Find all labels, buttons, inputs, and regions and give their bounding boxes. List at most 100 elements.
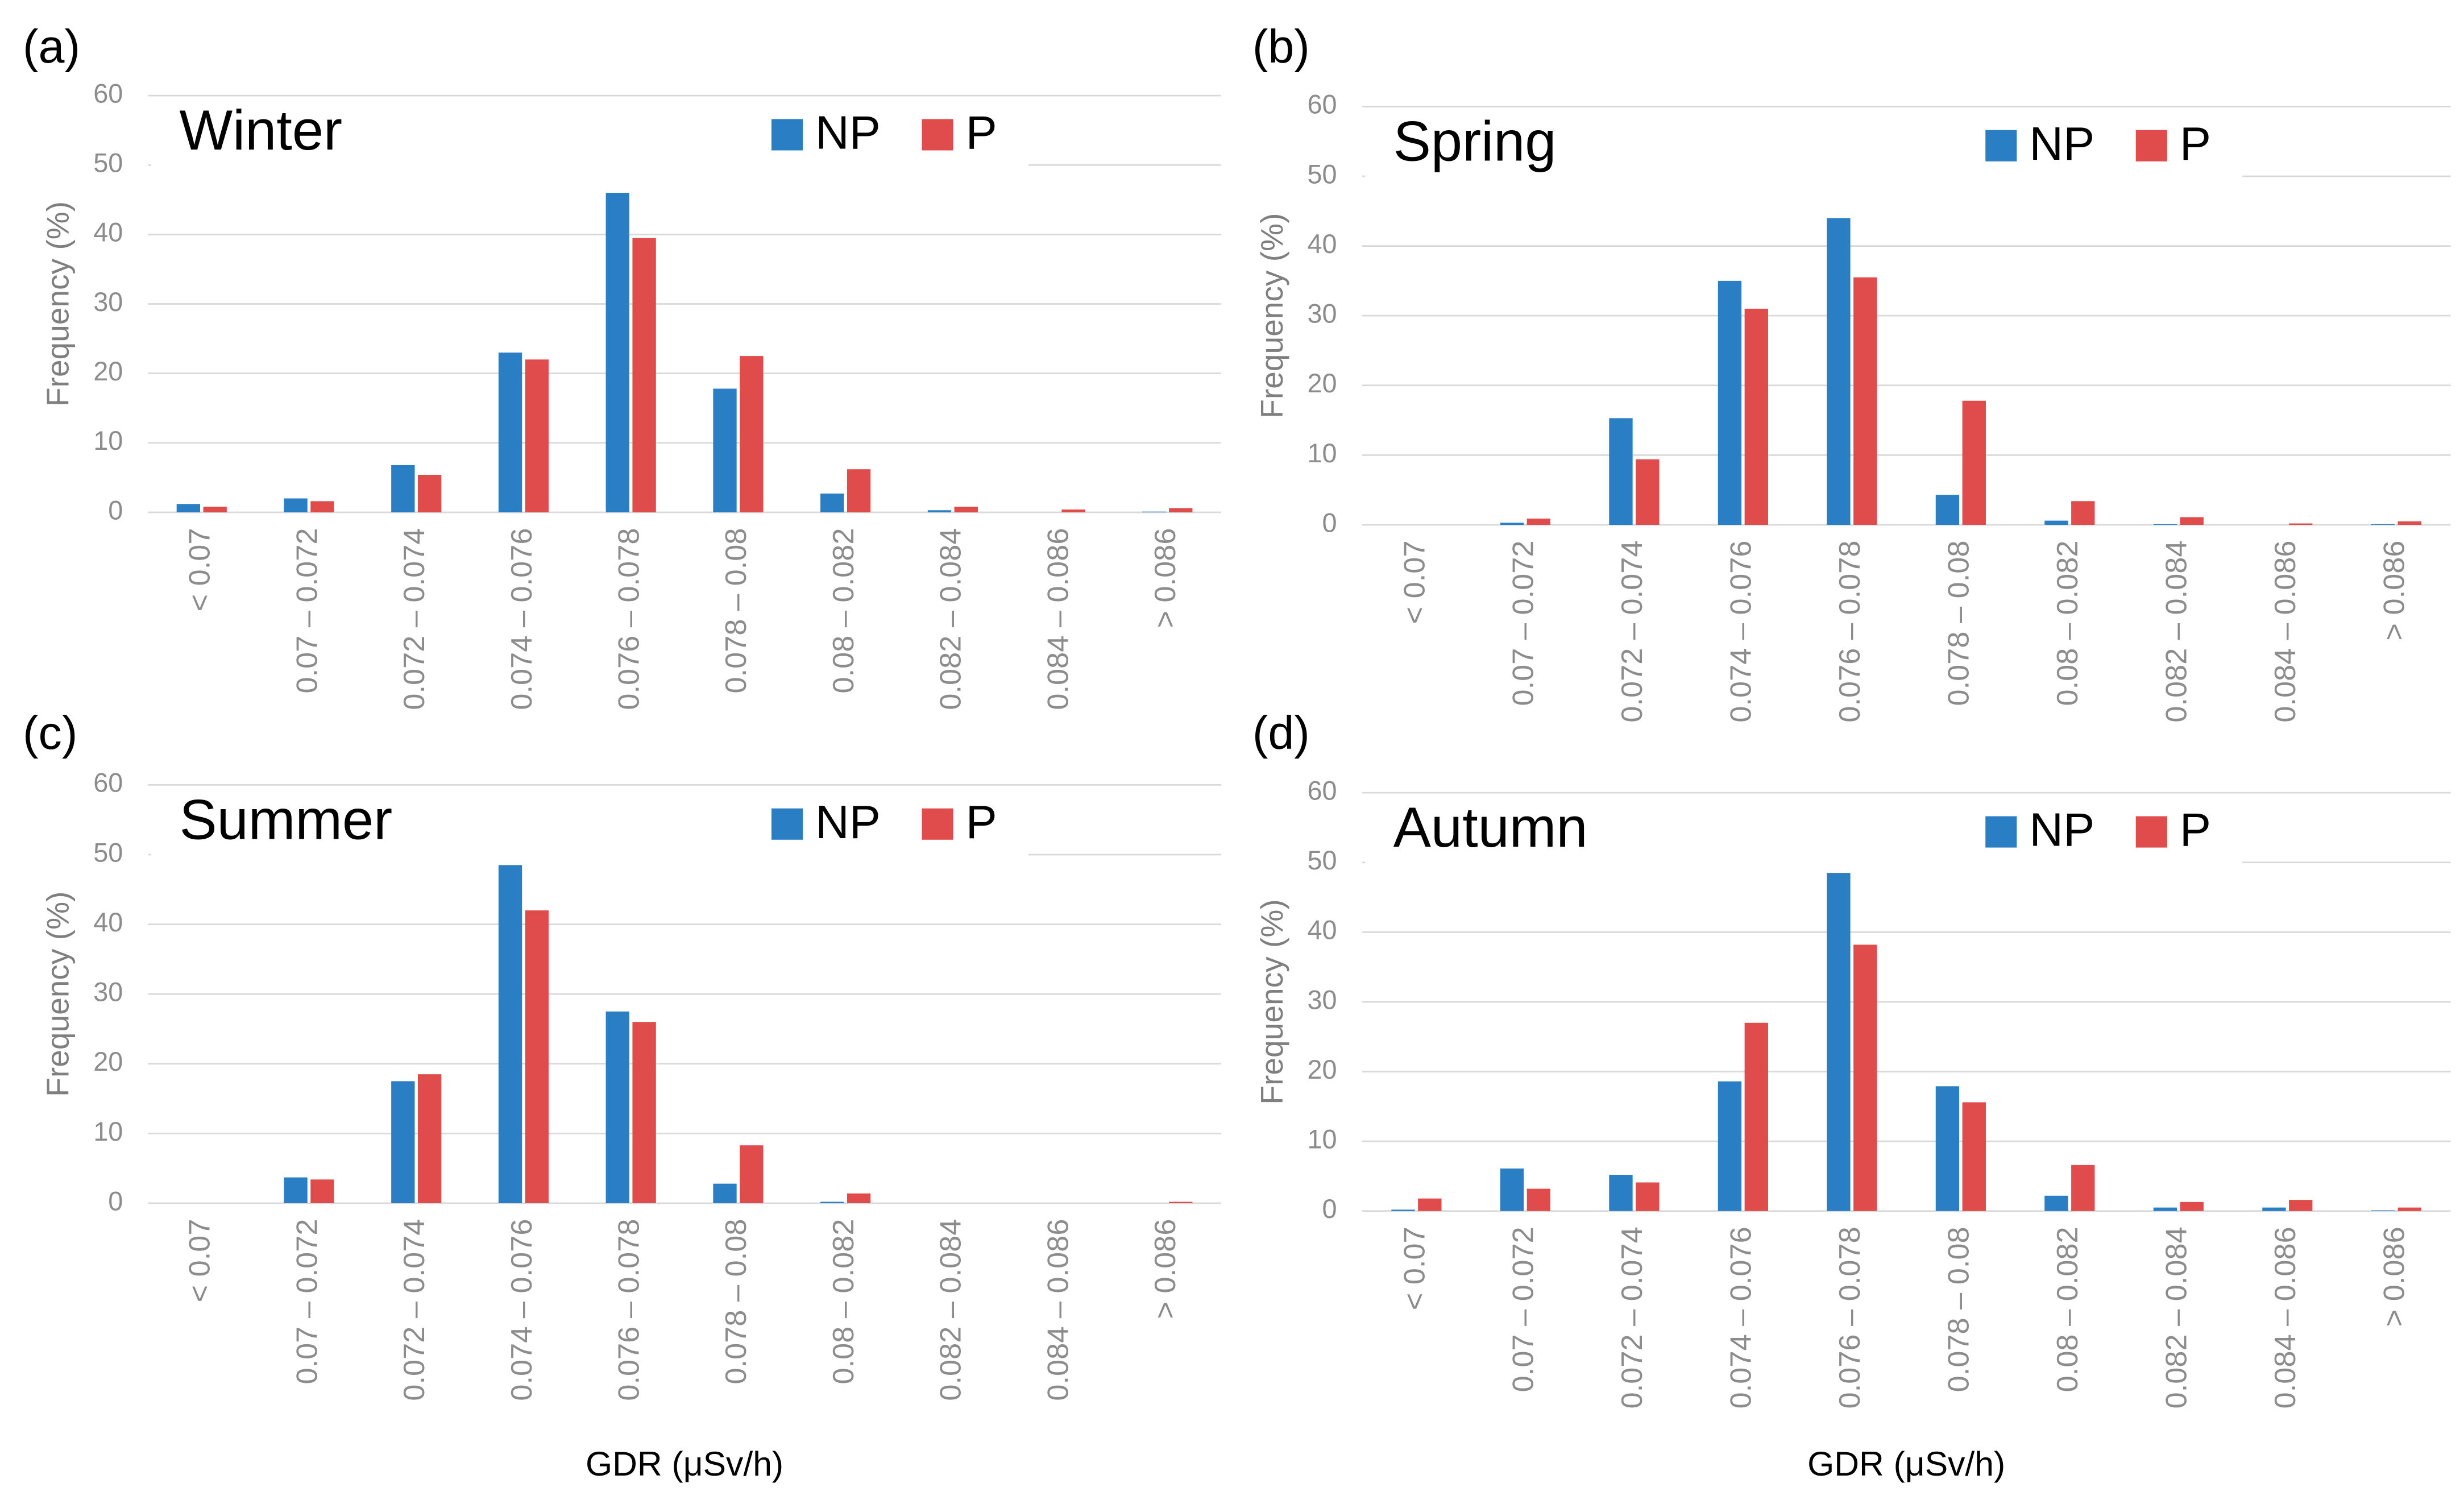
- y-tick-label: 30: [93, 977, 123, 1007]
- y-tick-label: 0: [1322, 508, 1337, 537]
- x-axis-label: GDR (μSv/h): [586, 1444, 783, 1483]
- bar: [2044, 520, 2068, 525]
- bar: [1418, 1198, 1442, 1211]
- bar: [1935, 1086, 1960, 1211]
- bar: [1827, 873, 1851, 1211]
- bar: [820, 1201, 844, 1203]
- chart-title: Winter: [180, 99, 343, 162]
- title-box: [1365, 795, 1976, 865]
- bar: [1935, 495, 1960, 525]
- legend-swatch: [2135, 816, 2167, 848]
- x-tick-label: 0.078 – 0.08: [720, 528, 753, 694]
- bar: [2044, 1195, 2068, 1211]
- bar: [632, 1022, 656, 1203]
- y-tick-label: 10: [1308, 1125, 1337, 1154]
- bar: [176, 504, 201, 512]
- x-tick-label: < 0.07: [1398, 541, 1431, 624]
- y-tick-label: 20: [93, 1047, 123, 1076]
- x-tick-label: 0.082 – 0.084: [935, 528, 968, 710]
- legend-swatch: [922, 119, 953, 151]
- title-box: [1365, 109, 1976, 179]
- y-tick-label: 20: [1308, 368, 1337, 398]
- legend-box: [762, 98, 1028, 168]
- y-tick-label: 60: [1308, 776, 1337, 806]
- bar: [2371, 524, 2395, 525]
- y-tick-label: 0: [1322, 1194, 1337, 1224]
- chart-title: Autumn: [1393, 796, 1588, 859]
- bar: [525, 359, 549, 512]
- y-tick-label: 50: [1308, 846, 1337, 875]
- bar: [310, 501, 334, 512]
- panel-label: (b): [1252, 20, 1310, 73]
- bar: [2180, 517, 2204, 525]
- bar: [713, 388, 737, 512]
- y-tick-label: 60: [93, 78, 123, 108]
- y-tick-label: 40: [1308, 229, 1337, 259]
- bar: [284, 1177, 308, 1203]
- x-tick-label: 0.076 – 0.078: [613, 1219, 646, 1401]
- bar: [525, 910, 549, 1203]
- bar: [1962, 400, 1986, 525]
- bar: [605, 1011, 629, 1203]
- bar: [1609, 418, 1633, 525]
- x-tick-label: 0.084 – 0.086: [1042, 528, 1075, 710]
- x-tick-label: 0.074 – 0.076: [1725, 541, 1758, 723]
- legend-box: [1976, 795, 2243, 865]
- x-tick-label: < 0.07: [184, 528, 217, 612]
- x-tick-label: 0.076 – 0.078: [613, 528, 646, 710]
- bar: [1526, 1188, 1550, 1211]
- x-tick-label: 0.072 – 0.074: [1616, 1227, 1649, 1408]
- bar: [498, 353, 522, 512]
- bar: [2071, 1165, 2095, 1211]
- bar: [847, 1193, 871, 1203]
- legend-label: P: [2180, 803, 2211, 856]
- legend-label: P: [2180, 117, 2211, 170]
- bar: [820, 493, 844, 512]
- x-tick-label: 0.084 – 0.086: [2269, 1227, 2302, 1408]
- title-box: [151, 788, 762, 857]
- bar: [417, 474, 442, 512]
- bar: [1636, 1182, 1660, 1211]
- x-tick-label: 0.084 – 0.086: [1042, 1219, 1075, 1401]
- bar: [1636, 459, 1660, 525]
- y-tick-label: 60: [1308, 90, 1337, 119]
- x-tick-label: 0.08 – 0.082: [827, 1219, 860, 1385]
- bar: [1744, 1022, 1768, 1211]
- bar: [284, 498, 308, 512]
- legend-swatch: [1985, 130, 2017, 161]
- bar: [740, 1145, 764, 1203]
- y-axis-label: Frequency (%): [40, 892, 76, 1097]
- panel-label: (a): [23, 20, 80, 73]
- y-tick-label: 0: [108, 1186, 123, 1216]
- bar: [1609, 1175, 1633, 1211]
- y-tick-label: 10: [93, 426, 123, 455]
- x-axis-label: GDR (μSv/h): [1807, 1444, 2005, 1483]
- bar: [1169, 1201, 1193, 1203]
- legend-swatch: [922, 808, 953, 840]
- x-tick-label: > 0.086: [1149, 528, 1182, 628]
- bar: [2262, 1207, 2286, 1211]
- y-tick-label: 20: [1308, 1055, 1337, 1084]
- y-tick-label: 10: [93, 1117, 123, 1146]
- bar: [2153, 1207, 2177, 1211]
- bar: [2153, 524, 2177, 525]
- bar: [2180, 1201, 2204, 1211]
- legend-label: NP: [2029, 803, 2094, 856]
- bar: [1853, 944, 1877, 1211]
- panel-label: (c): [23, 706, 77, 759]
- x-tick-label: 0.07 – 0.072: [291, 1219, 323, 1385]
- bar: [1500, 1168, 1524, 1211]
- bar: [927, 510, 952, 512]
- chart-title: Spring: [1393, 110, 1557, 173]
- x-tick-label: 0.08 – 0.082: [827, 528, 860, 694]
- bar: [2289, 523, 2313, 525]
- bar: [1718, 280, 1742, 525]
- bar: [954, 507, 978, 512]
- legend-box: [762, 788, 1028, 857]
- y-tick-label: 10: [1308, 438, 1337, 468]
- bar: [2397, 521, 2421, 525]
- y-tick-label: 30: [1308, 985, 1337, 1014]
- y-tick-label: 0: [108, 495, 123, 525]
